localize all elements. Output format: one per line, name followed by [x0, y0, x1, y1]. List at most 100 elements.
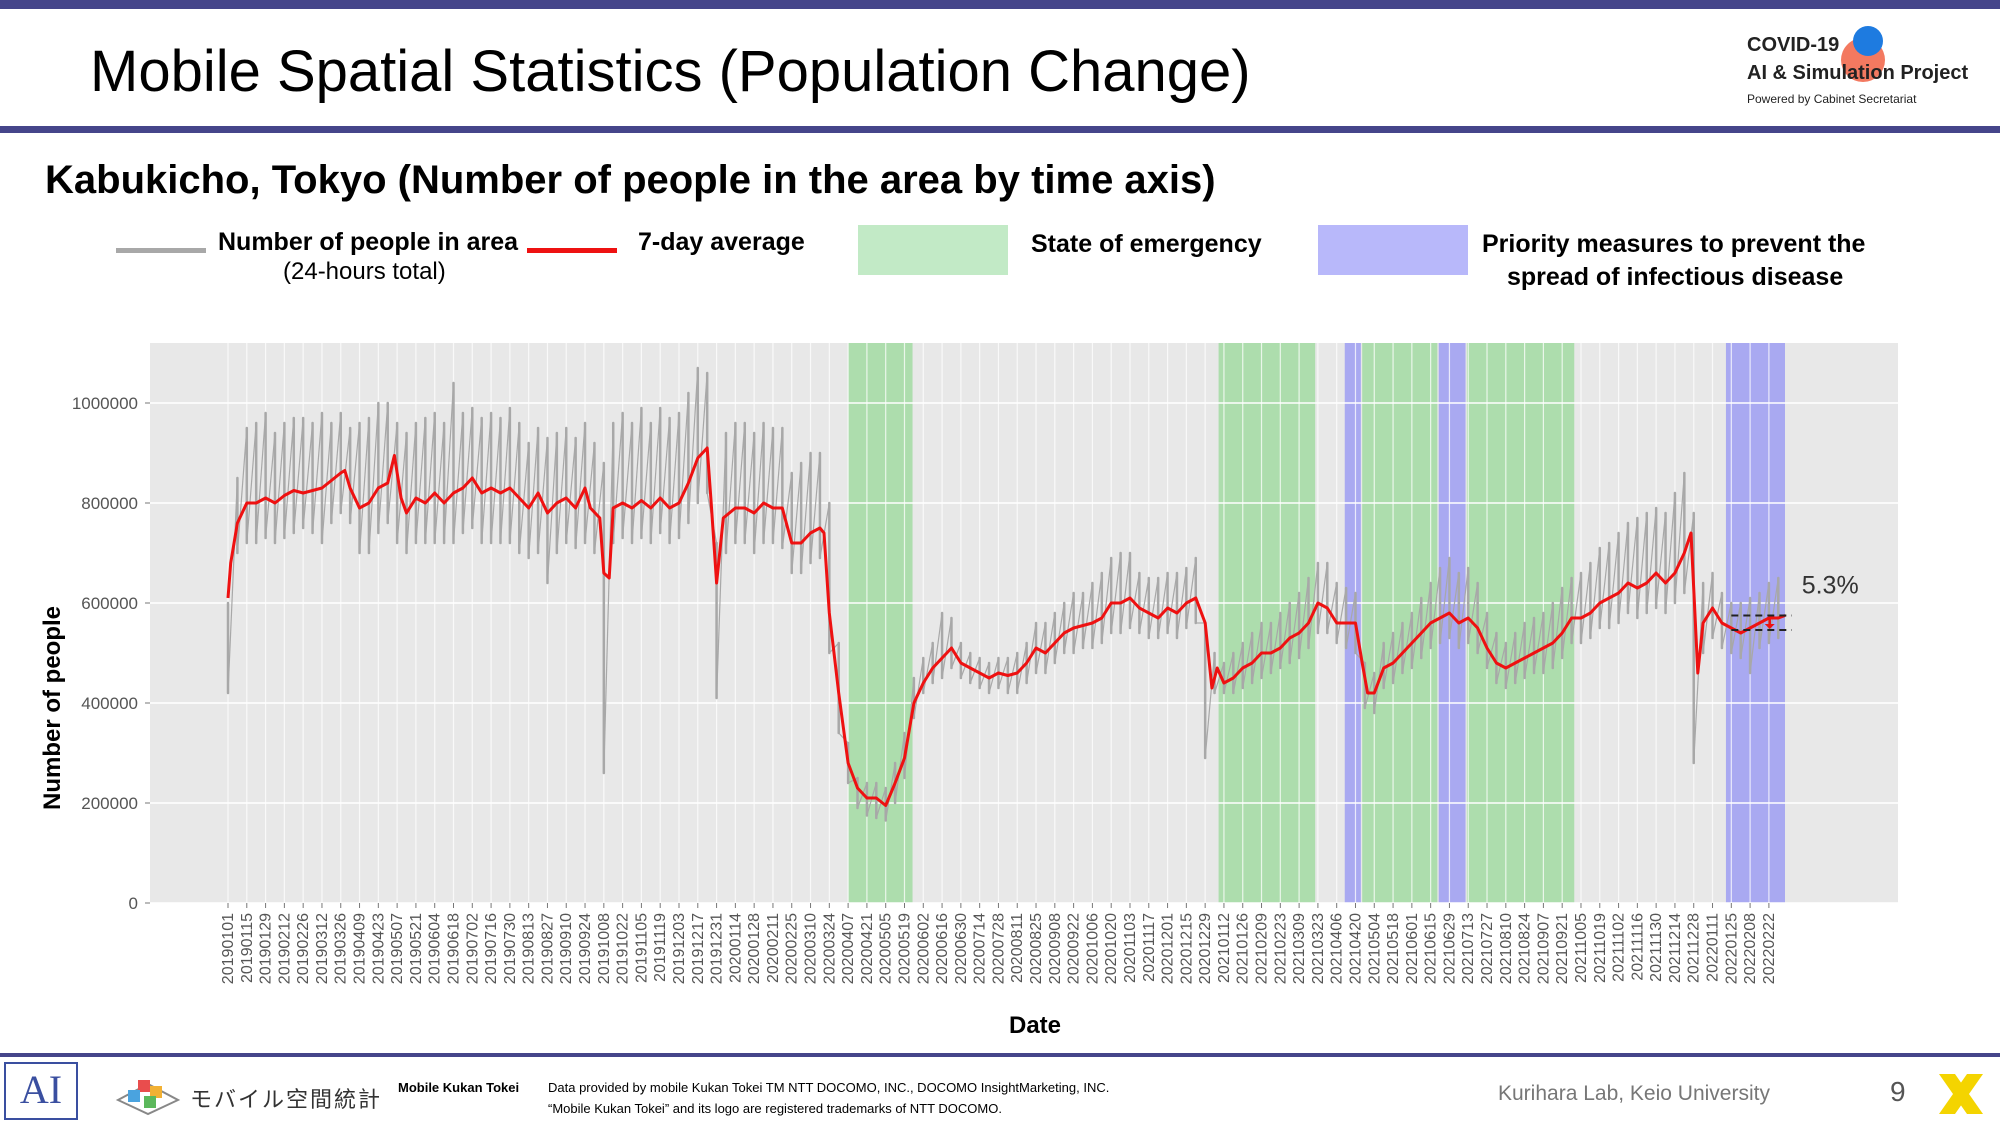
x-tick-label: 20211102: [1611, 913, 1628, 982]
slide-title: Mobile Spatial Statistics (Population Ch…: [90, 39, 1251, 104]
daily-connector: [1204, 652, 1216, 759]
daily-connector: [227, 477, 238, 694]
x-tick-label: 20191217: [690, 913, 707, 984]
daily-connector: [1035, 622, 1047, 674]
x-tick-label: 20211214: [1667, 913, 1684, 983]
x-tick-label: 20200811: [1009, 913, 1026, 983]
daily-connector: [847, 777, 858, 784]
x-tick-label: 20190702: [464, 913, 481, 984]
daily-connector: [1439, 557, 1451, 644]
daily-connector: [1185, 557, 1197, 629]
legend-emergency-label: State of emergency: [1031, 230, 1262, 258]
x-tick-label: 20201215: [1178, 913, 1195, 984]
daily-connector: [1298, 577, 1310, 659]
x-tick-label: 20210223: [1272, 913, 1289, 984]
daily-connector: [659, 417, 671, 534]
emergency-period-0: [848, 343, 913, 903]
x-tick-label: 20200310: [803, 913, 820, 984]
daily-connector: [518, 442, 530, 554]
daily-connector: [490, 417, 502, 544]
daily-connector: [1486, 632, 1497, 669]
daily-connector: [1627, 517, 1638, 614]
x-tick-label: 20200421: [859, 913, 876, 984]
x-tick-label: 20200825: [1028, 913, 1045, 984]
emergency-period-1: [1218, 343, 1316, 903]
x-tick-label: 20220125: [1723, 913, 1740, 984]
x-tick-label: 20220208: [1742, 913, 1759, 984]
daily-connector: [274, 422, 285, 544]
daily-connector: [1758, 582, 1770, 649]
data-provider-note: Data provided by mobile Kukan Tokei TM N…: [548, 1080, 1110, 1095]
daily-connector: [1580, 562, 1591, 644]
trademark-note: “Mobile Kukan Tokei” and its logo are re…: [548, 1101, 1002, 1116]
plot-area: [150, 343, 1898, 903]
x-tick-label: 20220222: [1761, 913, 1778, 984]
x-tick-label: 20210323: [1310, 913, 1327, 984]
daily-connector: [1664, 492, 1676, 614]
daily-connector: [236, 427, 248, 554]
x-tick-label: 20190312: [314, 913, 331, 984]
x-tick-label: 20200714: [972, 913, 989, 984]
x-tick-label: 20210209: [1254, 913, 1271, 984]
daily-connector: [255, 412, 267, 544]
daily-connector: [734, 422, 746, 544]
x-tick-label: 20220111: [1705, 913, 1722, 982]
daily-connector: [622, 422, 633, 539]
legend-people-sublabel: (24-hours total): [283, 258, 446, 285]
y-tick-label: 1000000: [72, 394, 138, 413]
x-tick-label: 20201117: [1141, 913, 1158, 982]
x-tick-label: 20201020: [1103, 913, 1120, 984]
x-tick-label: 20200922: [1066, 913, 1083, 984]
daily-connector: [537, 437, 549, 554]
daily-connector: [603, 422, 614, 774]
daily-connector: [856, 782, 868, 809]
daily-connector: [631, 407, 643, 544]
daily-connector: [452, 412, 464, 544]
x-tick-label: 20200128: [746, 913, 763, 984]
x-tick-label: 20200728: [990, 913, 1007, 984]
x-tick-label: 20210615: [1423, 913, 1440, 984]
daily-connector: [1223, 652, 1234, 694]
x-tick-label: 20210713: [1460, 913, 1477, 984]
daily-connector: [1232, 642, 1244, 694]
daily-connector: [819, 502, 830, 559]
daily-connector: [1467, 582, 1479, 644]
daily-connector: [528, 427, 539, 559]
x-tick-label: 20210504: [1366, 913, 1383, 984]
daily-connector: [650, 407, 661, 544]
x-tick-label: 20190115: [239, 913, 256, 983]
x-tick-label: 20210420: [1347, 913, 1364, 984]
x-tick-label: 20190521: [408, 913, 425, 984]
footer-divider: [0, 1053, 2000, 1057]
daily-connector: [377, 402, 389, 534]
legend-priority-label-2: spread of infectious disease: [1507, 263, 1844, 291]
daily-connector: [1091, 572, 1103, 649]
x-tick-label: 20210601: [1404, 913, 1421, 984]
daily-connector: [1148, 577, 1159, 639]
x-tick-label: 20200225: [784, 913, 801, 984]
project-logo: COVID-19 AI & Simulation Project Powered…: [1745, 26, 1985, 114]
daily-connector: [1326, 582, 1338, 634]
x-tick-label: 20210727: [1479, 913, 1496, 984]
daily-connector: [687, 367, 699, 524]
daily-connector: [293, 417, 304, 534]
daily-connector: [1307, 562, 1319, 649]
logo-blue-circle-icon: [1853, 26, 1883, 56]
x-tick-label: 20191022: [615, 913, 632, 984]
top-brand-bar: [0, 0, 2000, 9]
legend-priority-swatch: [1318, 225, 1468, 275]
x-tick-label: 20190910: [558, 913, 575, 984]
daily-connector: [302, 422, 314, 529]
y-tick-label: 800000: [81, 494, 138, 513]
x-tick-label: 20210921: [1554, 913, 1571, 984]
daily-connector: [1533, 612, 1544, 674]
y-axis-label: Number of people: [39, 606, 66, 810]
x-tick-label: 20210907: [1535, 913, 1552, 984]
x-tick-label: 20200602: [915, 913, 932, 984]
legend-priority-label-1: Priority measures to prevent the: [1482, 230, 1866, 258]
daily-connector: [1336, 587, 1347, 644]
y-tick-label: 400000: [81, 694, 138, 713]
x-tick-label: 20200616: [934, 913, 951, 984]
x-tick-label: 20190604: [427, 913, 444, 984]
x-tick-label: 20190326: [333, 913, 350, 984]
